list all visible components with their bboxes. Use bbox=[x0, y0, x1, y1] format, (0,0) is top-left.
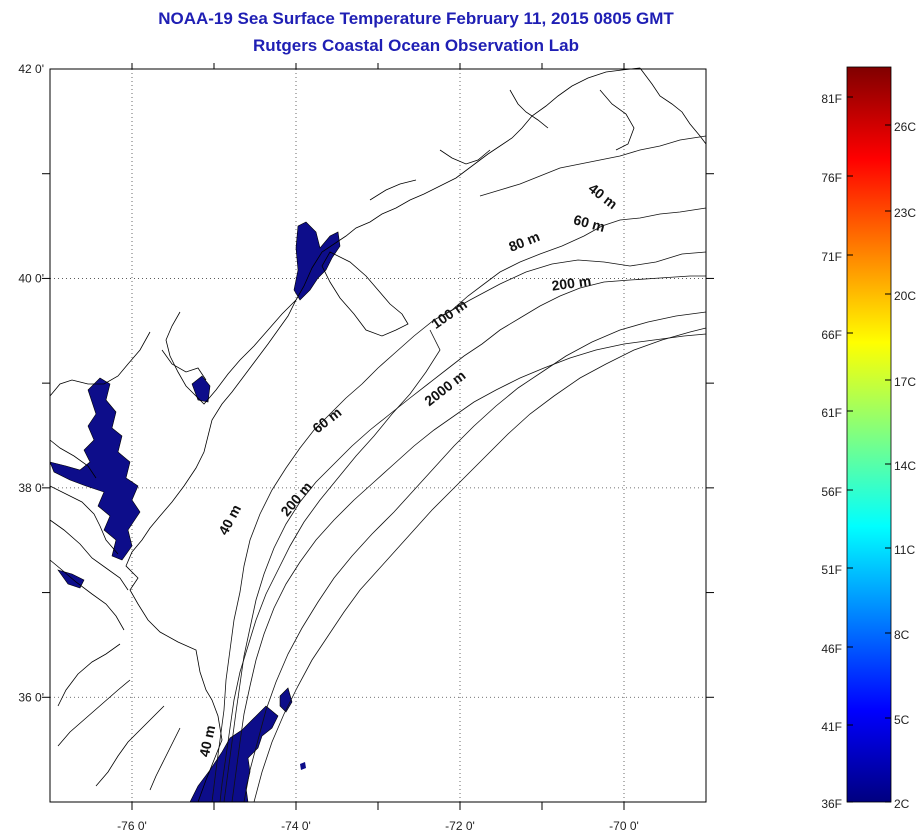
colorbar-label-c: 11C bbox=[894, 543, 915, 557]
isobaths bbox=[211, 135, 707, 803]
colorbar-label-f: 66F bbox=[821, 328, 842, 342]
isobath-label: 2000 m bbox=[421, 367, 468, 409]
axis-tick-labels: -76 0' -74 0' -72 0' -70 0' 42 0' 40 0' 38 0' 3… bbox=[18, 62, 638, 832]
map-title: NOAA-19 Sea Surface Temperature February… bbox=[158, 9, 674, 28]
longitude-label: -70 0' bbox=[609, 819, 639, 832]
isobath-label: 60 m bbox=[309, 404, 344, 436]
colorbar-label-c: 14C bbox=[894, 459, 916, 473]
colorbar-label-c: 5C bbox=[894, 713, 910, 727]
colorbar-label-f: 41F bbox=[821, 720, 842, 734]
colorbar-label-c: 8C bbox=[894, 628, 910, 642]
coastline bbox=[49, 67, 707, 803]
colorbar-label-f: 51F bbox=[821, 563, 842, 577]
axis-ticks bbox=[42, 63, 714, 810]
latitude-label: 38 0' bbox=[18, 481, 44, 495]
longitude-label: -72 0' bbox=[445, 819, 475, 832]
latitude-label: 42 0' bbox=[18, 62, 44, 76]
colorbar-label-f: 76F bbox=[821, 171, 842, 185]
map-subtitle: Rutgers Coastal Ocean Observation Lab bbox=[253, 36, 579, 55]
isobath-label: 100 m bbox=[428, 296, 470, 332]
outer-banks-sst bbox=[279, 687, 293, 713]
isobath-label: 40 m bbox=[586, 180, 621, 212]
colorbar-label-f: 61F bbox=[821, 406, 842, 420]
colorbar-label-f: 81F bbox=[821, 92, 842, 106]
chesapeake-bay-sst bbox=[49, 377, 141, 561]
colorbar-label-f: 56F bbox=[821, 485, 842, 499]
graticule bbox=[50, 69, 706, 802]
longitude-label: -76 0' bbox=[117, 819, 147, 832]
isobath-label: 40 m bbox=[196, 724, 218, 759]
latitude-label: 36 0' bbox=[18, 690, 44, 704]
colorbar-label-c: 23C bbox=[894, 206, 916, 220]
sst-data-patches bbox=[49, 221, 341, 803]
latitude-label: 40 0' bbox=[18, 271, 44, 285]
colorbar-label-f: 36F bbox=[821, 797, 842, 811]
isobath-label: 60 m bbox=[572, 211, 607, 235]
isobath-label: 80 m bbox=[506, 228, 542, 255]
colorbar-label-f: 46F bbox=[821, 642, 842, 656]
colorbar-label-c: 17C bbox=[894, 375, 916, 389]
raritan-bay-sst bbox=[293, 221, 341, 301]
isobath-label: 200 m bbox=[551, 272, 593, 293]
map-frame bbox=[49, 68, 707, 803]
colorbar-ticks bbox=[847, 96, 891, 803]
colorbar-gradient bbox=[846, 66, 892, 803]
colorbar-label-c: 26C bbox=[894, 120, 916, 134]
colorbar-label-c: 2C bbox=[894, 797, 910, 811]
colorbar-label-f: 71F bbox=[821, 250, 842, 264]
colorbar-label-c: 20C bbox=[894, 289, 916, 303]
delaware-bay-sst bbox=[191, 375, 211, 403]
isobath-label: 40 m bbox=[215, 502, 244, 538]
speck-sst bbox=[300, 762, 306, 770]
longitude-label: -74 0' bbox=[281, 819, 311, 832]
colorbar-labels: 81F 76F 71F 66F 61F 56F 51F 46F 41F 36F 26C 23C 20C 1… bbox=[821, 92, 916, 811]
colorbar: 81F 76F 71F 66F 61F 56F 51F 46F 41F 36F 26C 23C 20C 1… bbox=[821, 66, 916, 811]
